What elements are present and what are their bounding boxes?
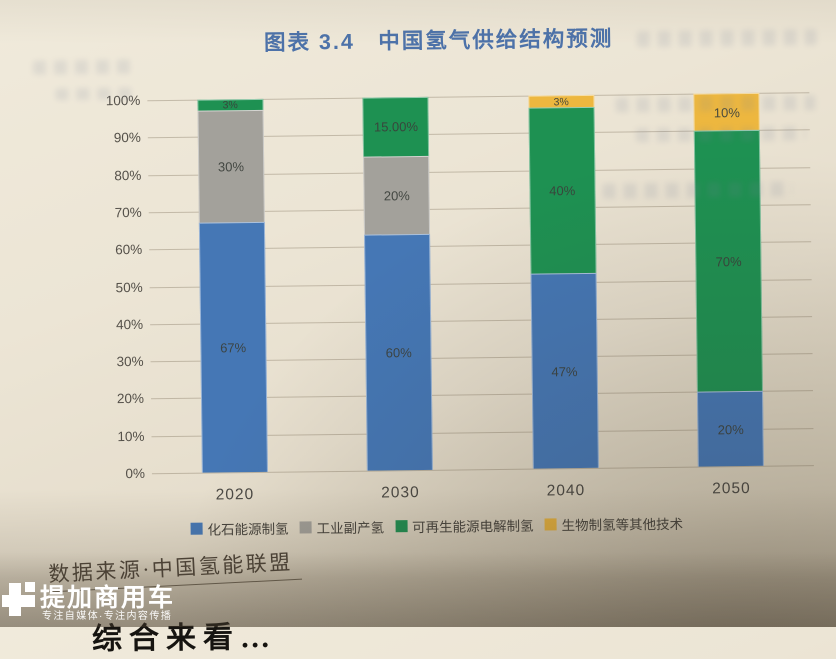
bar-segment-label: 70% xyxy=(715,253,742,270)
bleedthrough-smudge xyxy=(615,95,816,113)
bleedthrough-smudge xyxy=(636,29,817,48)
bar-segment: 60% xyxy=(364,234,434,471)
y-axis-tick-label: 80% xyxy=(114,167,142,183)
watermark-brand: 提加商用车 xyxy=(40,584,176,612)
bar-segment-label: 47% xyxy=(551,363,578,379)
x-axis-category-label: 2050 xyxy=(712,479,751,498)
bar-segment: 67% xyxy=(198,221,268,473)
legend-swatch xyxy=(544,518,557,531)
bar-segment-label: 15.00% xyxy=(373,119,419,135)
legend-label: 化石能源制氢 xyxy=(207,521,289,538)
bar-segment: 47% xyxy=(530,273,599,469)
y-axis-tick-label: 20% xyxy=(116,391,145,407)
legend-item: 可再生能源电解制氢 xyxy=(395,515,534,537)
legend-item: 生物制氢等其他技术 xyxy=(544,513,683,535)
legend-label: 生物制氢等其他技术 xyxy=(561,516,684,534)
bar-segment-label: 40% xyxy=(549,183,576,199)
bar-segment-label: 60% xyxy=(385,345,412,361)
bar-segment-label: 20% xyxy=(717,421,744,438)
chart-legend: 化石能源制氢 工业副产氢 可再生能源电解制氢 生物制氢等其他技术 xyxy=(190,513,683,539)
bar-segment: 15.00% xyxy=(362,96,430,157)
legend-label: 可再生能源电解制氢 xyxy=(412,518,534,536)
legend-item: 工业副产氢 xyxy=(299,516,384,537)
legend-swatch xyxy=(395,520,408,533)
bleedthrough-smudge xyxy=(602,181,793,199)
y-axis-tick-label: 40% xyxy=(115,316,144,332)
bar-segment: 20% xyxy=(697,391,765,467)
bar-segment-label: 3% xyxy=(222,99,238,112)
bar-segment: 30% xyxy=(197,110,265,223)
bar-segment-label: 20% xyxy=(383,188,410,204)
bar-segment: 70% xyxy=(694,130,764,393)
x-axis-category-label: 2040 xyxy=(546,481,586,500)
printed-page: 图表 3.4 中国氢气供给结构预测 100% 90% 80% 70% 60% 50% 40%… xyxy=(32,27,817,656)
plot-area: 100% 90% 80% 70% 60% 50% 40% 30% 20% 10% 0% 67% 30% 3… xyxy=(106,92,814,503)
y-axis-tick-label: 30% xyxy=(116,353,144,370)
y-axis-tick-label: 0% xyxy=(125,465,146,482)
y-axis-tick-label: 10% xyxy=(117,428,145,444)
y-axis-tick-label: 70% xyxy=(114,204,142,221)
bar-segment: 20% xyxy=(363,155,431,236)
bar-segment: 3% xyxy=(197,98,264,112)
bleedthrough-smudge xyxy=(635,126,806,143)
y-axis-tick-label: 60% xyxy=(115,242,143,258)
bar-segment: 3% xyxy=(528,94,595,109)
legend-swatch xyxy=(190,522,203,535)
bleedthrough-smudge xyxy=(55,87,136,101)
x-axis-category-label: 2020 xyxy=(215,486,255,504)
bar-segment: 40% xyxy=(528,107,597,274)
legend-label: 工业副产氢 xyxy=(316,520,385,537)
legend-swatch xyxy=(299,521,312,534)
bleedthrough-smudge xyxy=(32,59,138,75)
bar-segment-label: 3% xyxy=(553,95,569,109)
bar-segment-label: 30% xyxy=(217,159,245,175)
watermark-tagline: 专注自媒体·专注内容传播 xyxy=(42,611,173,622)
y-axis-tick-label: 50% xyxy=(115,279,143,295)
y-axis-tick-label: 90% xyxy=(113,130,141,146)
tijia-logo-icon xyxy=(2,580,38,618)
x-axis-category-label: 2030 xyxy=(381,483,420,502)
bar-segment-label: 67% xyxy=(220,340,247,356)
legend-item: 化石能源制氢 xyxy=(190,518,289,539)
